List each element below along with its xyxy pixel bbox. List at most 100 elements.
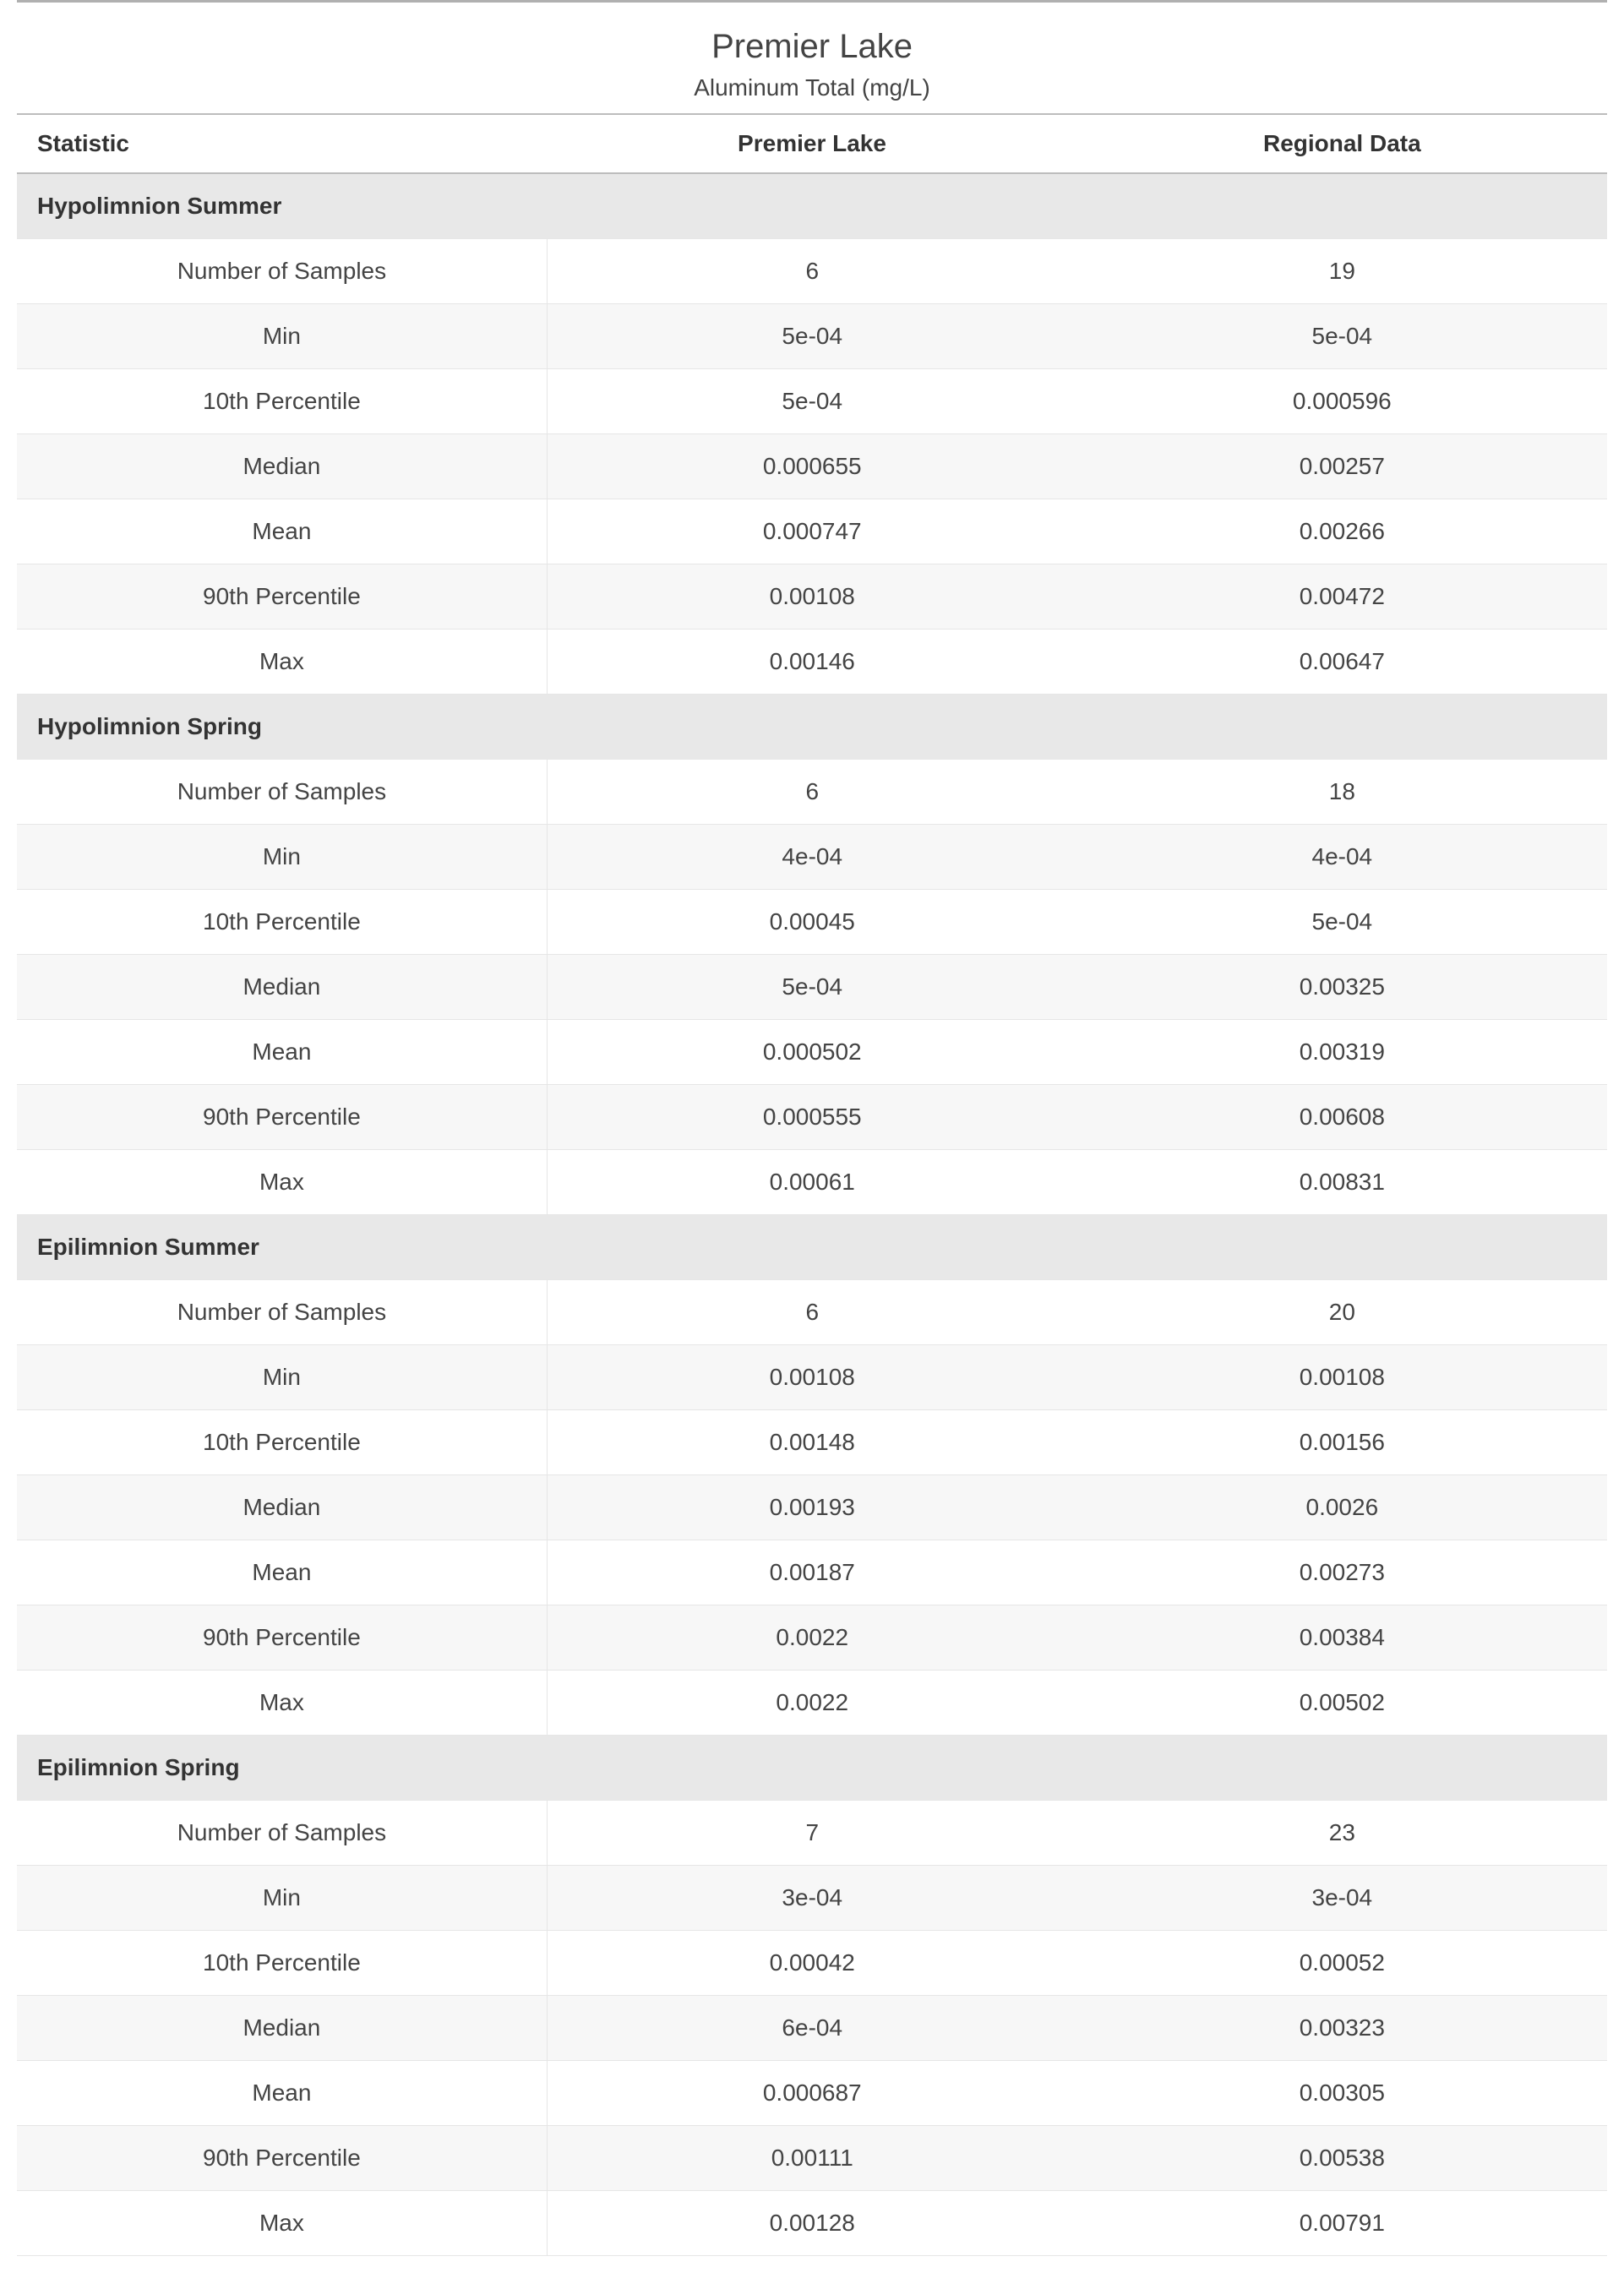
- lake-value-cell: 0.00193: [547, 1475, 1076, 1540]
- lake-value-cell: 0.00042: [547, 1931, 1076, 1996]
- table-row: Mean0.0007470.00266: [17, 499, 1607, 564]
- lake-value-cell: 0.00108: [547, 564, 1076, 630]
- lake-value-cell: 0.00111: [547, 2126, 1076, 2191]
- stat-label-cell: Max: [17, 630, 547, 695]
- table-row: Min5e-045e-04: [17, 304, 1607, 369]
- region-value-cell: 0.00273: [1077, 1540, 1607, 1605]
- region-value-cell: 20: [1077, 1280, 1607, 1345]
- stat-label-cell: 90th Percentile: [17, 1085, 547, 1150]
- region-value-cell: 0.00472: [1077, 564, 1607, 630]
- section-header-cell: Hypolimnion Spring: [17, 695, 1607, 760]
- table-row: 90th Percentile0.00220.00384: [17, 1605, 1607, 1671]
- table-row: Max0.001460.00647: [17, 630, 1607, 695]
- region-value-cell: 5e-04: [1077, 304, 1607, 369]
- region-value-cell: 0.00791: [1077, 2191, 1607, 2256]
- region-value-cell: 0.00647: [1077, 630, 1607, 695]
- region-value-cell: 0.00608: [1077, 1085, 1607, 1150]
- region-value-cell: 23: [1077, 1801, 1607, 1866]
- lake-value-cell: 6: [547, 760, 1076, 825]
- region-value-cell: 18: [1077, 760, 1607, 825]
- table-row: Median6e-040.00323: [17, 1996, 1607, 2061]
- table-row: Mean0.0005020.00319: [17, 1020, 1607, 1085]
- stat-label-cell: Mean: [17, 1540, 547, 1605]
- stat-label-cell: Min: [17, 825, 547, 890]
- region-value-cell: 19: [1077, 239, 1607, 304]
- table-row: Mean0.001870.00273: [17, 1540, 1607, 1605]
- col-header-lake: Premier Lake: [547, 114, 1076, 173]
- region-value-cell: 0.00052: [1077, 1931, 1607, 1996]
- stat-label-cell: Max: [17, 1150, 547, 1215]
- lake-value-cell: 7: [547, 1801, 1076, 1866]
- table-row: Max0.00220.00502: [17, 1671, 1607, 1736]
- table-row: Number of Samples618: [17, 760, 1607, 825]
- stat-label-cell: 90th Percentile: [17, 2126, 547, 2191]
- region-value-cell: 0.00502: [1077, 1671, 1607, 1736]
- stat-label-cell: Min: [17, 304, 547, 369]
- table-row: 90th Percentile0.001110.00538: [17, 2126, 1607, 2191]
- stat-label-cell: Mean: [17, 2061, 547, 2126]
- table-row: 10th Percentile0.000455e-04: [17, 890, 1607, 955]
- stat-label-cell: Median: [17, 1475, 547, 1540]
- stat-label-cell: 10th Percentile: [17, 369, 547, 434]
- region-value-cell: 0.00266: [1077, 499, 1607, 564]
- lake-value-cell: 0.00045: [547, 890, 1076, 955]
- stat-label-cell: 90th Percentile: [17, 564, 547, 630]
- stat-label-cell: Mean: [17, 1020, 547, 1085]
- region-value-cell: 3e-04: [1077, 1866, 1607, 1931]
- section-header-row: Epilimnion Summer: [17, 1215, 1607, 1280]
- table-row: Mean0.0006870.00305: [17, 2061, 1607, 2126]
- lake-value-cell: 0.00061: [547, 1150, 1076, 1215]
- stat-label-cell: Min: [17, 1345, 547, 1410]
- table-row: 90th Percentile0.0005550.00608: [17, 1085, 1607, 1150]
- region-value-cell: 0.00108: [1077, 1345, 1607, 1410]
- stat-label-cell: 10th Percentile: [17, 890, 547, 955]
- table-row: 10th Percentile0.000420.00052: [17, 1931, 1607, 1996]
- table-header-row: Statistic Premier Lake Regional Data: [17, 114, 1607, 173]
- region-value-cell: 0.00156: [1077, 1410, 1607, 1475]
- page: Premier Lake Aluminum Total (mg/L) Stati…: [0, 0, 1624, 2256]
- lake-value-cell: 0.000655: [547, 434, 1076, 499]
- lake-value-cell: 0.000555: [547, 1085, 1076, 1150]
- table-row: Max0.000610.00831: [17, 1150, 1607, 1215]
- stats-table: Statistic Premier Lake Regional Data Hyp…: [17, 113, 1607, 2256]
- lake-value-cell: 6: [547, 239, 1076, 304]
- page-title: Premier Lake: [0, 28, 1624, 66]
- region-value-cell: 0.00305: [1077, 2061, 1607, 2126]
- region-value-cell: 0.00384: [1077, 1605, 1607, 1671]
- region-value-cell: 0.00538: [1077, 2126, 1607, 2191]
- col-header-region: Regional Data: [1077, 114, 1607, 173]
- stat-label-cell: Min: [17, 1866, 547, 1931]
- stat-label-cell: Max: [17, 1671, 547, 1736]
- section-header-row: Hypolimnion Spring: [17, 695, 1607, 760]
- stat-label-cell: Median: [17, 1996, 547, 2061]
- stat-label-cell: Median: [17, 955, 547, 1020]
- section-header-row: Hypolimnion Summer: [17, 173, 1607, 239]
- table-row: Max0.001280.00791: [17, 2191, 1607, 2256]
- table-row: Median0.001930.0026: [17, 1475, 1607, 1540]
- col-header-statistic: Statistic: [17, 114, 547, 173]
- table-body: Hypolimnion SummerNumber of Samples619Mi…: [17, 173, 1607, 2256]
- section-header-cell: Hypolimnion Summer: [17, 173, 1607, 239]
- stat-label-cell: Number of Samples: [17, 1280, 547, 1345]
- section-header-cell: Epilimnion Spring: [17, 1736, 1607, 1801]
- table-row: Number of Samples723: [17, 1801, 1607, 1866]
- section-header-row: Epilimnion Spring: [17, 1736, 1607, 1801]
- region-value-cell: 0.0026: [1077, 1475, 1607, 1540]
- table-row: Median0.0006550.00257: [17, 434, 1607, 499]
- table-row: Min4e-044e-04: [17, 825, 1607, 890]
- region-value-cell: 4e-04: [1077, 825, 1607, 890]
- stat-label-cell: Mean: [17, 499, 547, 564]
- lake-value-cell: 0.000502: [547, 1020, 1076, 1085]
- region-value-cell: 0.000596: [1077, 369, 1607, 434]
- stat-label-cell: Number of Samples: [17, 760, 547, 825]
- lake-value-cell: 5e-04: [547, 304, 1076, 369]
- lake-value-cell: 0.000747: [547, 499, 1076, 564]
- lake-value-cell: 6e-04: [547, 1996, 1076, 2061]
- lake-value-cell: 3e-04: [547, 1866, 1076, 1931]
- region-value-cell: 0.00325: [1077, 955, 1607, 1020]
- region-value-cell: 5e-04: [1077, 890, 1607, 955]
- lake-value-cell: 0.00108: [547, 1345, 1076, 1410]
- top-rule: [17, 0, 1607, 3]
- stat-label-cell: 90th Percentile: [17, 1605, 547, 1671]
- table-row: 10th Percentile0.001480.00156: [17, 1410, 1607, 1475]
